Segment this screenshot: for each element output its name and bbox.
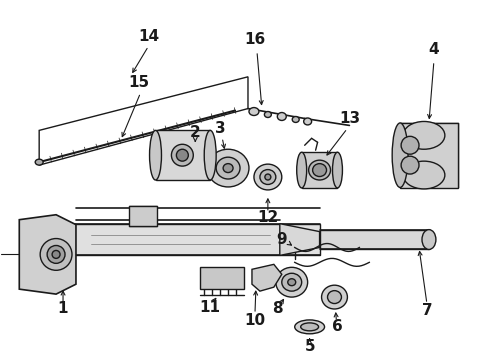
Text: 5: 5 (304, 339, 315, 354)
Ellipse shape (401, 156, 419, 174)
Ellipse shape (403, 121, 445, 149)
Ellipse shape (301, 323, 318, 331)
Text: 8: 8 (272, 301, 283, 316)
Ellipse shape (392, 123, 408, 188)
Text: 10: 10 (245, 314, 266, 328)
Ellipse shape (249, 108, 259, 116)
Text: 13: 13 (339, 111, 360, 126)
Polygon shape (252, 264, 282, 291)
Ellipse shape (47, 246, 65, 264)
Ellipse shape (304, 118, 312, 125)
Ellipse shape (401, 136, 419, 154)
Ellipse shape (288, 279, 295, 286)
Text: 12: 12 (257, 210, 278, 225)
Ellipse shape (176, 149, 188, 161)
Ellipse shape (333, 152, 343, 188)
Text: 3: 3 (215, 121, 225, 136)
Ellipse shape (294, 320, 324, 334)
Ellipse shape (265, 174, 271, 180)
Ellipse shape (204, 130, 216, 180)
Ellipse shape (40, 239, 72, 270)
Ellipse shape (309, 160, 331, 180)
Ellipse shape (292, 117, 299, 122)
Ellipse shape (321, 285, 347, 309)
Bar (61, 224, 319, 255)
Ellipse shape (223, 164, 233, 172)
Bar (400, 123, 458, 188)
Bar (302, 152, 338, 188)
Ellipse shape (216, 157, 240, 179)
Text: 14: 14 (138, 28, 159, 44)
Ellipse shape (276, 267, 308, 297)
Text: 11: 11 (200, 300, 220, 315)
Ellipse shape (172, 144, 193, 166)
Ellipse shape (327, 291, 342, 303)
Polygon shape (280, 224, 319, 255)
Ellipse shape (52, 251, 60, 258)
Text: 7: 7 (422, 303, 432, 319)
Bar (319, 230, 429, 249)
Ellipse shape (403, 161, 445, 189)
Ellipse shape (254, 164, 282, 190)
Ellipse shape (207, 149, 249, 187)
Text: 4: 4 (429, 41, 439, 57)
Polygon shape (19, 215, 76, 294)
Text: 9: 9 (276, 232, 287, 247)
Ellipse shape (422, 230, 436, 249)
Bar (200, 267, 244, 289)
Ellipse shape (282, 273, 302, 291)
Text: 15: 15 (128, 75, 149, 90)
Ellipse shape (277, 113, 286, 121)
Ellipse shape (265, 112, 271, 117)
Ellipse shape (260, 170, 276, 184)
Ellipse shape (297, 152, 307, 188)
Text: 6: 6 (332, 319, 343, 334)
Text: 16: 16 (245, 32, 266, 46)
Text: 2: 2 (190, 125, 201, 140)
Bar (155, 130, 210, 180)
Text: 1: 1 (58, 301, 68, 316)
Bar (129, 206, 156, 226)
Ellipse shape (313, 164, 326, 176)
Ellipse shape (35, 159, 43, 165)
Ellipse shape (149, 130, 162, 180)
